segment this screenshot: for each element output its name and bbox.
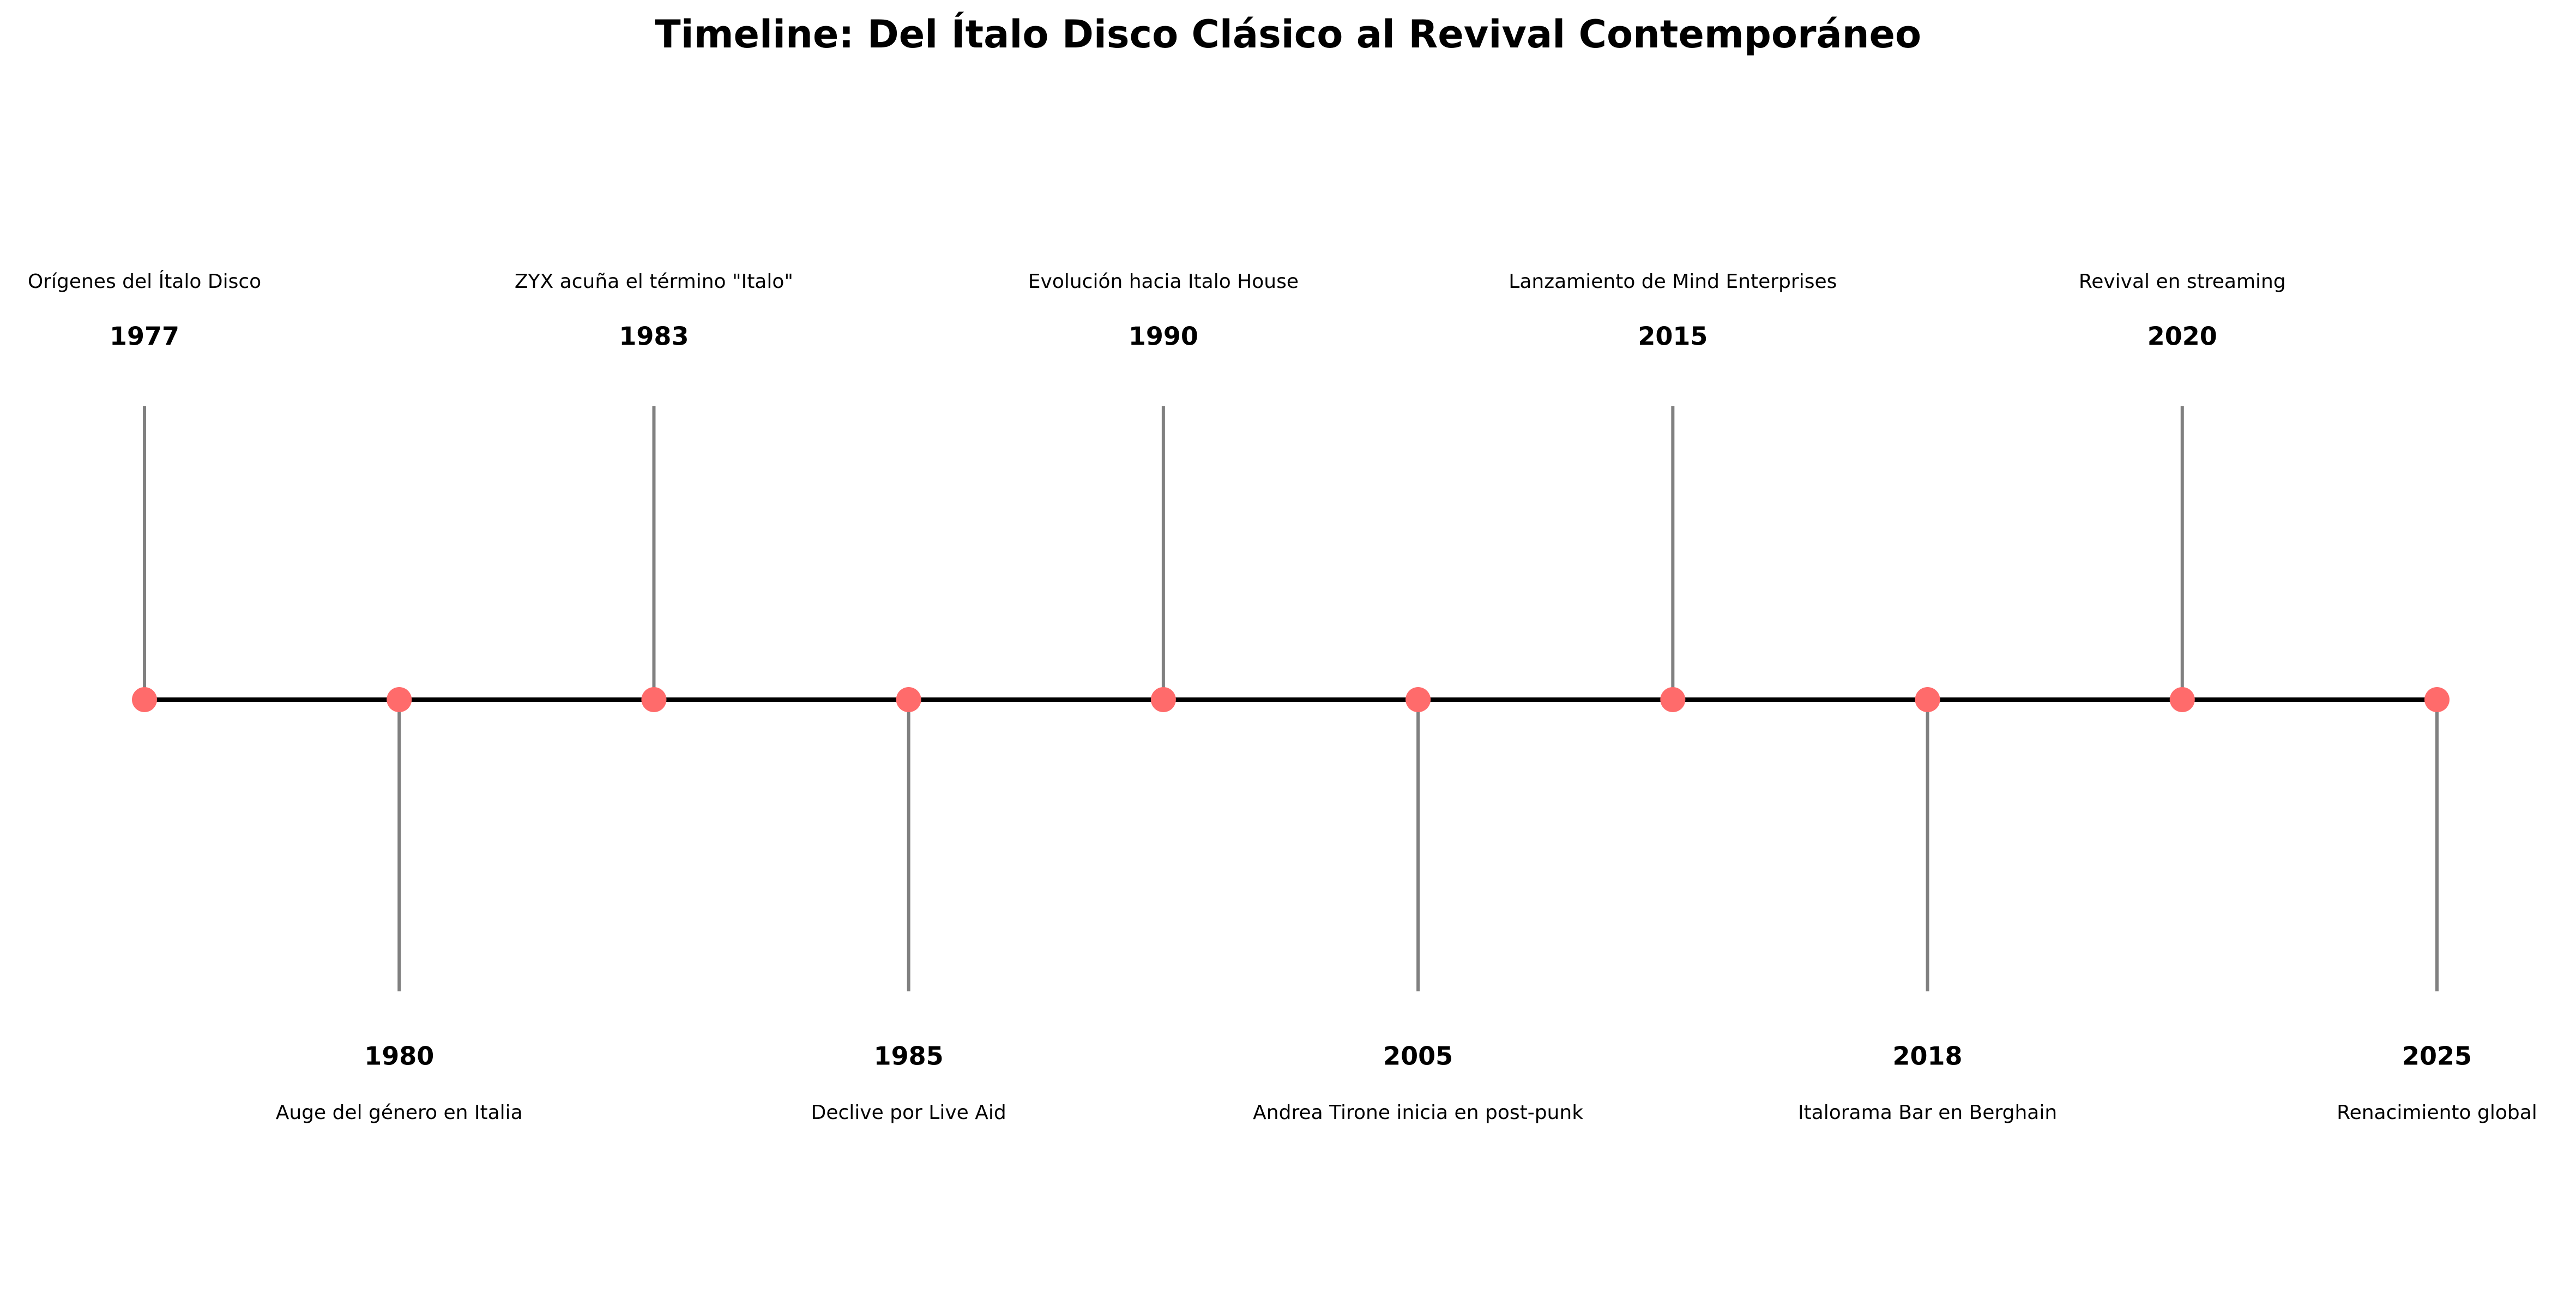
event-marker [2169,687,2195,712]
event-marker [387,687,412,712]
event-marker [132,687,157,712]
chart-title: Timeline: Del Ítalo Disco Clásico al Rev… [654,12,1922,57]
event-label: Revival en streaming [2079,270,2286,293]
stem-group [143,406,2439,991]
marker-group [132,687,2450,712]
event-year: 1985 [874,1042,944,1071]
event-label: Declive por Live Aid [811,1102,1006,1124]
event-year: 2018 [1893,1042,1963,1071]
event-label: Lanzamiento de Mind Enterprises [1509,270,1837,293]
event-marker [641,687,667,712]
event-marker [1660,687,1686,712]
event-year: 2015 [1638,322,1708,351]
label-group: 1977 Orígenes del Ítalo Disco 1980 Auge del… [28,270,2537,1124]
event-label: Renacimiento global [2337,1102,2537,1124]
event-year: 2020 [2147,322,2217,351]
event-year: 1983 [619,322,689,351]
event-year: 2005 [1383,1042,1453,1071]
event-year: 2025 [2402,1042,2472,1071]
event-marker [896,687,921,712]
event-label: Andrea Tirone inicia en post-punk [1253,1102,1583,1124]
event-year: 1990 [1129,322,1198,351]
event-year: 1980 [364,1042,434,1071]
event-label: Auge del género en Italia [276,1102,523,1124]
event-marker [1150,687,1176,712]
event-year: 1977 [110,322,179,351]
event-marker [1405,687,1431,712]
event-label: Italorama Bar en Berghain [1798,1102,2057,1124]
event-marker [1915,687,1940,712]
event-label: Evolución hacia Italo House [1028,270,1299,293]
event-label: Orígenes del Ítalo Disco [28,270,261,293]
event-label: ZYX acuña el término "Italo" [515,270,793,293]
event-marker [2424,687,2450,712]
